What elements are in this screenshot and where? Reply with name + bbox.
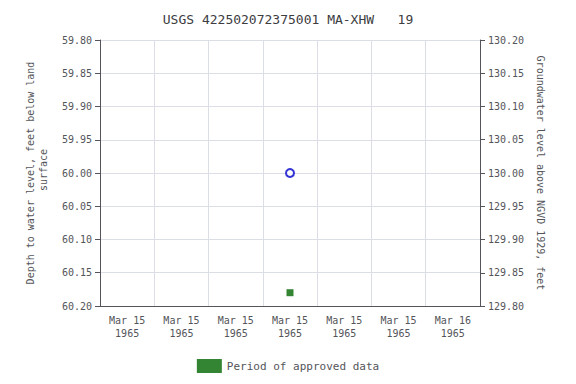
svg-text:1965: 1965 [169,328,193,339]
svg-text:Mar 15: Mar 15 [218,315,254,326]
svg-text:129.80: 129.80 [488,301,524,312]
svg-text:60.10: 60.10 [62,234,92,245]
svg-text:Groundwater level above NGVD 1: Groundwater level above NGVD 1929, feet [535,56,546,291]
svg-text:1965: 1965 [115,328,139,339]
svg-text:USGS 422502072375001 MA-XHW: USGS 422502072375001 MA-XHW 19 [163,12,413,27]
svg-text:129.95: 129.95 [488,201,524,212]
svg-text:Period of approved data: Period of approved data [227,360,379,373]
svg-text:1965: 1965 [332,328,356,339]
svg-text:60.20: 60.20 [62,301,92,312]
svg-text:1965: 1965 [441,328,465,339]
svg-text:129.85: 129.85 [488,267,524,278]
svg-text:Mar 16: Mar 16 [435,315,471,326]
svg-text:130.10: 130.10 [488,101,524,112]
svg-text:130.15: 130.15 [488,68,524,79]
svg-text:Depth to water level, feet bel: Depth to water level, feet below land [25,62,36,285]
svg-text:60.05: 60.05 [62,201,92,212]
svg-text:Mar 15: Mar 15 [272,315,308,326]
svg-text:60.00: 60.00 [62,168,92,179]
svg-text:59.90: 59.90 [62,101,92,112]
svg-text:130.05: 130.05 [488,134,524,145]
svg-text:130.20: 130.20 [488,35,524,46]
svg-text:59.95: 59.95 [62,134,92,145]
svg-text:59.85: 59.85 [62,68,92,79]
svg-text:Mar 15: Mar 15 [381,315,417,326]
svg-text:Mar 15: Mar 15 [326,315,362,326]
svg-text:1965: 1965 [224,328,248,339]
svg-text:surface: surface [38,149,49,197]
svg-text:Mar 15: Mar 15 [109,315,145,326]
svg-text:60.15: 60.15 [62,267,92,278]
svg-text:1965: 1965 [387,328,411,339]
svg-text:1965: 1965 [278,328,302,339]
svg-text:130.00: 130.00 [488,168,524,179]
svg-text:59.80: 59.80 [62,35,92,46]
svg-text:129.90: 129.90 [488,234,524,245]
svg-text:Mar 15: Mar 15 [163,315,199,326]
